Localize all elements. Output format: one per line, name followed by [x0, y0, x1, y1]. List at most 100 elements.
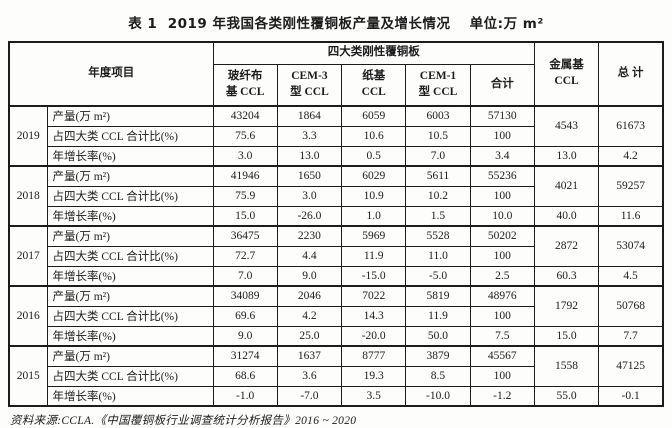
table-row: 2016 产量(万 m²) 34089 2046 7022 5819 48976…: [8, 285, 664, 347]
value-cell: 11.0: [405, 245, 471, 267]
year-cell: 2016: [8, 285, 48, 347]
value-cell: 50202: [469, 225, 535, 247]
value-cell: 100: [469, 365, 535, 387]
row-label: 产量(万 m²): [46, 345, 214, 367]
value-cell: 0.5: [341, 145, 407, 167]
value-cell: 3.6: [276, 365, 343, 387]
value-cell: 3.4: [469, 145, 535, 167]
value-cell: 50.0: [405, 325, 471, 347]
value-cell: 1864: [276, 105, 343, 127]
row-label: 占四大类 CCL 合计比(%): [46, 185, 214, 207]
value-cell: 11.9: [341, 245, 407, 267]
row-label: 产量(万 m²): [46, 105, 214, 127]
row-label: 占四大类 CCL 合计比(%): [46, 125, 214, 147]
row-label: 占四大类 CCL 合计比(%): [46, 365, 214, 387]
row-label: 年增长率(%): [46, 145, 214, 167]
value-cell: 36475: [212, 225, 278, 247]
value-cell: 4.4: [276, 245, 343, 267]
value-cell: 6029: [341, 165, 407, 187]
value-cell: 43204: [212, 105, 278, 127]
value-cell: 2046: [276, 285, 343, 307]
table-row: 年增长率(%) 15.0 -26.0 1.0 1.5 10.0 40.0 11.…: [9, 205, 664, 227]
value-cell: 4021: [533, 165, 600, 207]
value-cell: 4.2: [276, 305, 343, 327]
value-cell: 10.0: [469, 205, 535, 227]
value-cell: 68.6: [212, 365, 278, 387]
value-cell: 60.3: [533, 265, 600, 287]
value-cell: 7.7: [598, 325, 664, 347]
value-cell: 13.0: [533, 145, 600, 167]
value-cell: 3.3: [276, 125, 343, 147]
year-cell: 2019: [8, 105, 48, 167]
value-cell: 19.3: [341, 365, 407, 387]
value-cell: 50768: [598, 285, 664, 327]
value-cell: -26.0: [276, 205, 343, 227]
value-cell: 1558: [533, 345, 600, 387]
value-cell: 1792: [533, 285, 600, 327]
table-row: 2015 产量(万 m²) 31274 1637 8777 3879 45567…: [8, 345, 664, 407]
value-cell: 6003: [405, 105, 471, 127]
value-cell: 1650: [276, 165, 343, 187]
row-label: 占四大类 CCL 合计比(%): [46, 245, 214, 267]
table-row: 占四大类 CCL 合计比(%) 72.7 4.4 11.9 11.0 100: [9, 245, 663, 267]
value-cell: 53074: [598, 225, 664, 267]
value-cell: 11.6: [598, 205, 664, 227]
table-row: 年增长率(%) 7.0 9.0 -15.0 -5.0 2.5 60.3 4.5: [9, 265, 664, 287]
row-label: 年增长率(%): [46, 325, 214, 347]
value-cell: -1.2: [469, 385, 535, 407]
value-cell: 41946: [212, 165, 278, 187]
value-cell: 2872: [533, 225, 600, 267]
table-row: 占四大类 CCL 合计比(%) 75.6 3.3 10.6 10.5 100: [9, 125, 663, 147]
value-cell: 45567: [469, 345, 535, 367]
table-row: 2017 产量(万 m²) 36475 2230 5969 5528 50202…: [8, 225, 664, 287]
header-total: 总 计: [598, 41, 664, 107]
value-cell: 55236: [469, 165, 535, 187]
value-cell: 6059: [341, 105, 407, 127]
value-cell: 55.0: [533, 385, 600, 407]
row-label: 年增长率(%): [46, 385, 214, 407]
value-cell: 4.5: [598, 265, 664, 287]
value-cell: 8777: [341, 345, 407, 367]
row-label: 产量(万 m²): [46, 225, 214, 247]
value-cell: 72.7: [212, 245, 278, 267]
value-cell: -20.0: [341, 325, 407, 347]
value-cell: 3.5: [341, 385, 407, 407]
value-cell: 25.0: [276, 325, 343, 347]
table-header: 年度项目 四大类刚性覆铜板 金属基 CCL 总 计 玻纤布 基 CCL CEM-…: [8, 41, 664, 107]
table-row: 年增长率(%) -1.0 -7.0 3.5 -10.0 -1.2 55.0 -0…: [9, 385, 664, 407]
value-cell: 1637: [276, 345, 343, 367]
table-row: 年增长率(%) 9.0 25.0 -20.0 50.0 7.5 15.0 7.7: [9, 325, 664, 347]
row-label: 年增长率(%): [46, 205, 214, 227]
value-cell: 3879: [405, 345, 471, 367]
value-cell: 4543: [533, 105, 600, 147]
value-cell: 47125: [598, 345, 664, 387]
table-row: 占四大类 CCL 合计比(%) 68.6 3.6 19.3 8.5 100: [9, 365, 663, 387]
header-glass-fiber-ccl: 玻纤布 基 CCL: [212, 63, 278, 107]
value-cell: 31274: [212, 345, 278, 367]
value-cell: 7022: [341, 285, 407, 307]
header-cem1-ccl: CEM-1 型 CCL: [405, 63, 471, 107]
header-paper-ccl: 纸基 CCL: [341, 63, 407, 107]
value-cell: -0.1: [598, 385, 664, 407]
value-cell: 48976: [469, 285, 535, 307]
header-group-four-types: 四大类刚性覆铜板: [212, 41, 535, 65]
value-cell: 1.5: [405, 205, 471, 227]
row-label: 产量(万 m²): [46, 165, 214, 187]
value-cell: 14.3: [341, 305, 407, 327]
year-cell: 2018: [8, 165, 48, 227]
value-cell: 2.5: [469, 265, 535, 287]
header-cem3-ccl: CEM-3 型 CCL: [276, 63, 343, 107]
data-table: 年度项目 四大类刚性覆铜板 金属基 CCL 总 计 玻纤布 基 CCL CEM-…: [8, 41, 664, 407]
value-cell: 4.2: [598, 145, 664, 167]
value-cell: 100: [469, 185, 535, 207]
value-cell: 75.6: [212, 125, 278, 147]
value-cell: 69.6: [212, 305, 278, 327]
value-cell: 10.6: [341, 125, 407, 147]
value-cell: -7.0: [276, 385, 343, 407]
header-metal-ccl: 金属基 CCL: [533, 41, 600, 107]
value-cell: 8.5: [405, 365, 471, 387]
value-cell: 100: [469, 305, 535, 327]
value-cell: 3.0: [212, 145, 278, 167]
row-label: 产量(万 m²): [46, 285, 214, 307]
value-cell: 57130: [469, 105, 535, 127]
